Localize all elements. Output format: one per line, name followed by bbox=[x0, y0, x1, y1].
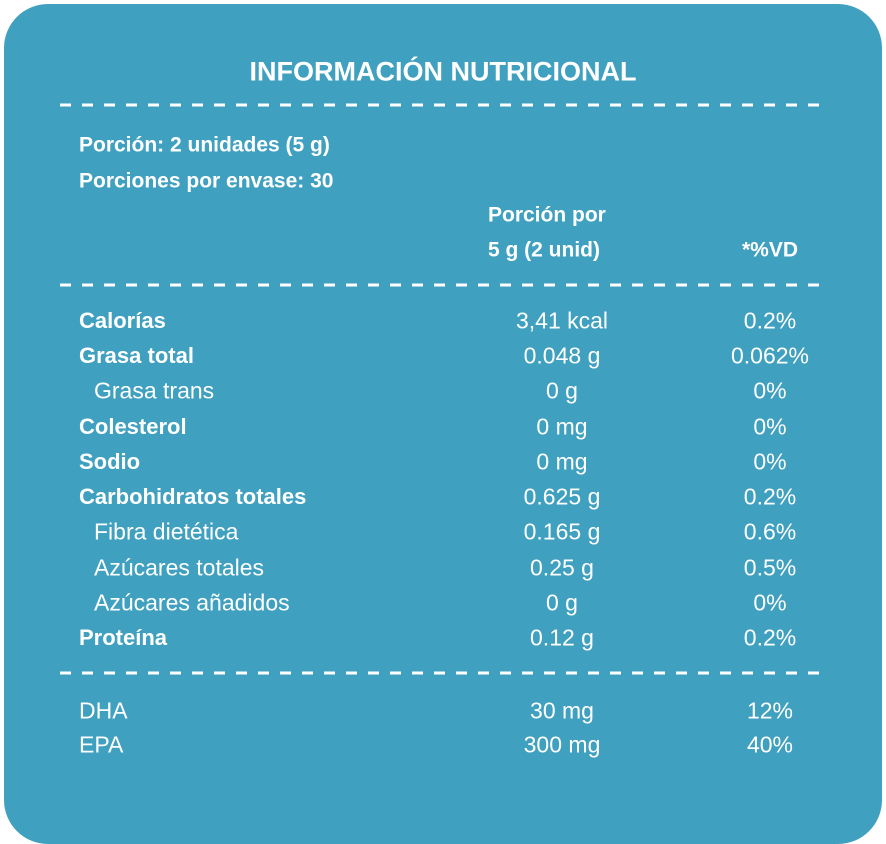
daily-value: 0.2% bbox=[743, 483, 797, 510]
amount: 0.12 g bbox=[530, 624, 594, 651]
row-label: DHA bbox=[79, 697, 128, 724]
daily-value: 0% bbox=[753, 589, 787, 616]
row-label: Fibra dietética bbox=[94, 518, 239, 545]
daily-value: 0.2% bbox=[743, 307, 797, 334]
page: INFORMACIÓN NUTRICIONAL Porción: 2 unida… bbox=[4, 4, 882, 844]
amount: 0 mg bbox=[536, 413, 588, 440]
servings-per-container: Porciones por envase: 30 bbox=[79, 169, 334, 193]
amount: 300 mg bbox=[523, 731, 601, 758]
daily-value: 12% bbox=[746, 697, 794, 724]
amount: 0 g bbox=[546, 589, 578, 616]
daily-value: 40% bbox=[746, 731, 794, 758]
row-label: Grasa trans bbox=[94, 377, 215, 404]
row-label: Sodio bbox=[79, 449, 141, 474]
row-label: Azúcares totales bbox=[94, 554, 265, 581]
amount: 0.25 g bbox=[530, 554, 594, 581]
nutrition-panel bbox=[4, 4, 882, 844]
divider bbox=[60, 103, 826, 107]
amount: 30 mg bbox=[530, 697, 594, 724]
daily-value: 0.2% bbox=[743, 624, 797, 651]
row-label: Grasa total bbox=[79, 343, 194, 368]
amount: 0.048 g bbox=[523, 342, 601, 369]
daily-value: 0.062% bbox=[730, 342, 809, 369]
column-header: *%VD bbox=[741, 238, 799, 262]
amount: 0.625 g bbox=[523, 483, 601, 510]
row-label: Calorías bbox=[79, 308, 166, 333]
amount: 3,41 kcal bbox=[515, 307, 609, 334]
daily-value: 0% bbox=[753, 377, 787, 404]
amount: 0.165 g bbox=[523, 518, 601, 545]
daily-value: 0.5% bbox=[743, 554, 797, 581]
row-label: Proteína bbox=[79, 625, 168, 650]
column-header: Porción por bbox=[488, 203, 606, 227]
row-label: Azúcares añadidos bbox=[94, 589, 290, 616]
row-label: EPA bbox=[79, 731, 124, 758]
column-header: 5 g (2 unid) bbox=[488, 238, 600, 262]
daily-value: 0% bbox=[753, 413, 787, 440]
divider bbox=[60, 671, 826, 675]
daily-value: 0.6% bbox=[743, 518, 797, 545]
serving-size: Porción: 2 unidades (5 g) bbox=[79, 133, 330, 157]
amount: 0 g bbox=[546, 377, 578, 404]
row-label: Carbohidratos totales bbox=[79, 484, 307, 509]
daily-value: 0% bbox=[753, 448, 787, 475]
title: INFORMACIÓN NUTRICIONAL bbox=[249, 56, 637, 87]
row-label: Colesterol bbox=[79, 414, 187, 439]
amount: 0 mg bbox=[536, 448, 588, 475]
divider bbox=[60, 283, 826, 287]
